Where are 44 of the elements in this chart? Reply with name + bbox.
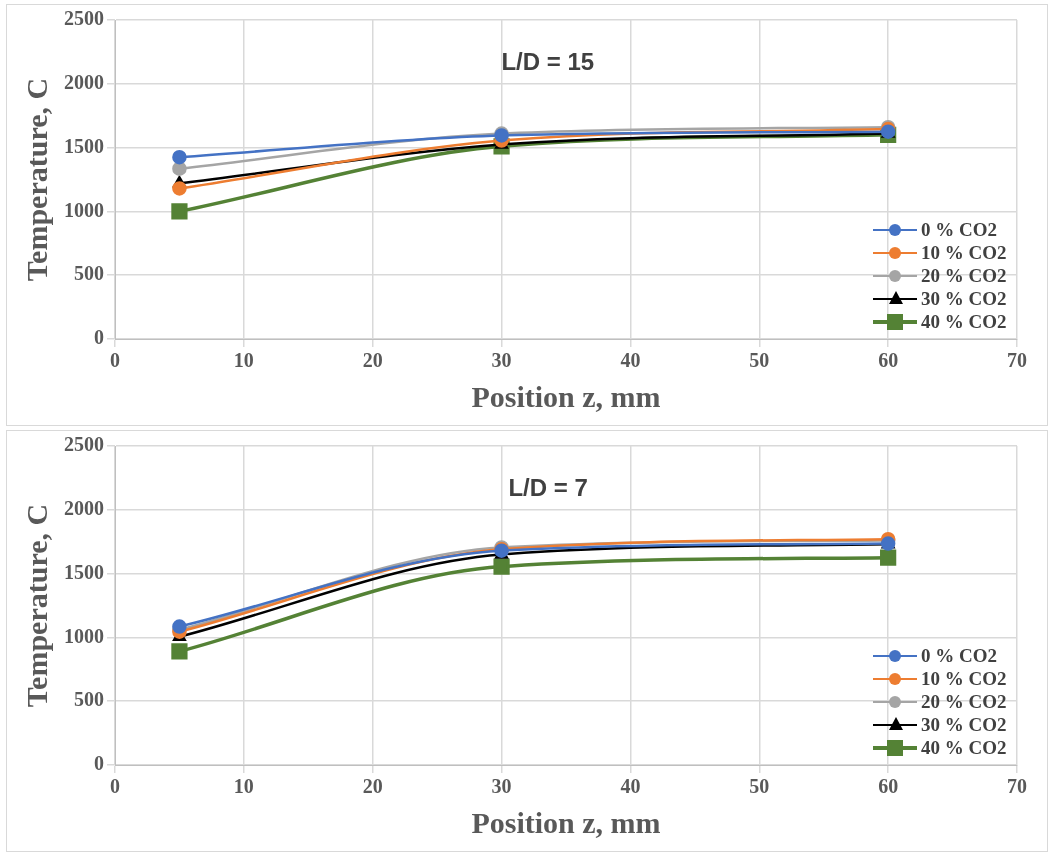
x-axis-title: Position z, mm	[471, 379, 661, 413]
text: L/D = 7	[508, 474, 588, 502]
y-tick-label: 1500	[64, 560, 104, 583]
y-axis-title: Temperature, C	[19, 77, 53, 282]
x-tick-label: 0	[110, 349, 120, 372]
legend-label: 30 % CO2	[921, 287, 1007, 310]
y-tick-label: 1500	[64, 134, 104, 157]
y-tick-label: 500	[74, 262, 104, 285]
y-tick-label: 500	[74, 688, 104, 711]
x-tick-label: 10	[233, 775, 254, 798]
x-tick-label: 70	[1007, 349, 1027, 372]
x-tick-label: 40	[620, 349, 641, 372]
x-tick-label: 30	[491, 349, 512, 372]
x-tick-label: 40	[620, 775, 641, 798]
legend-label: 40 % CO2	[921, 736, 1007, 759]
y-tick-label: 0	[94, 326, 104, 349]
x-tick-label: 60	[878, 775, 899, 798]
y-tick-label: 2500	[64, 7, 104, 30]
x-tick-label: 70	[1007, 775, 1027, 798]
legend-label: 10 % CO2	[921, 667, 1007, 690]
text: L/D = 15	[501, 48, 595, 76]
legend-label: 30 % CO2	[921, 713, 1007, 736]
legend-label: 0 % CO2	[921, 218, 997, 241]
x-tick-label: 10	[233, 349, 254, 372]
x-tick-label: 20	[362, 349, 383, 372]
y-tick-label: 1000	[64, 198, 104, 221]
x-axis-title: Position z, mm	[471, 805, 661, 839]
legend-label: 10 % CO2	[921, 241, 1007, 264]
x-tick-label: 60	[878, 349, 899, 372]
x-tick-label: 50	[749, 349, 770, 372]
y-axis-title: Temperature, C	[19, 503, 53, 708]
legend-label: 20 % CO2	[921, 264, 1007, 287]
y-tick-label: 2000	[64, 70, 104, 93]
y-tick-label: 2500	[64, 433, 104, 456]
legend-label: 20 % CO2	[921, 690, 1007, 713]
legend-label: 40 % CO2	[921, 310, 1007, 333]
legend-label: 0 % CO2	[921, 644, 997, 667]
x-tick-label: 0	[110, 775, 120, 798]
x-tick-label: 30	[491, 775, 512, 798]
x-tick-label: 20	[362, 775, 383, 798]
x-tick-label: 50	[749, 775, 770, 798]
y-tick-label: 0	[94, 752, 104, 775]
y-tick-label: 2000	[64, 496, 104, 519]
y-tick-label: 1000	[64, 624, 104, 647]
